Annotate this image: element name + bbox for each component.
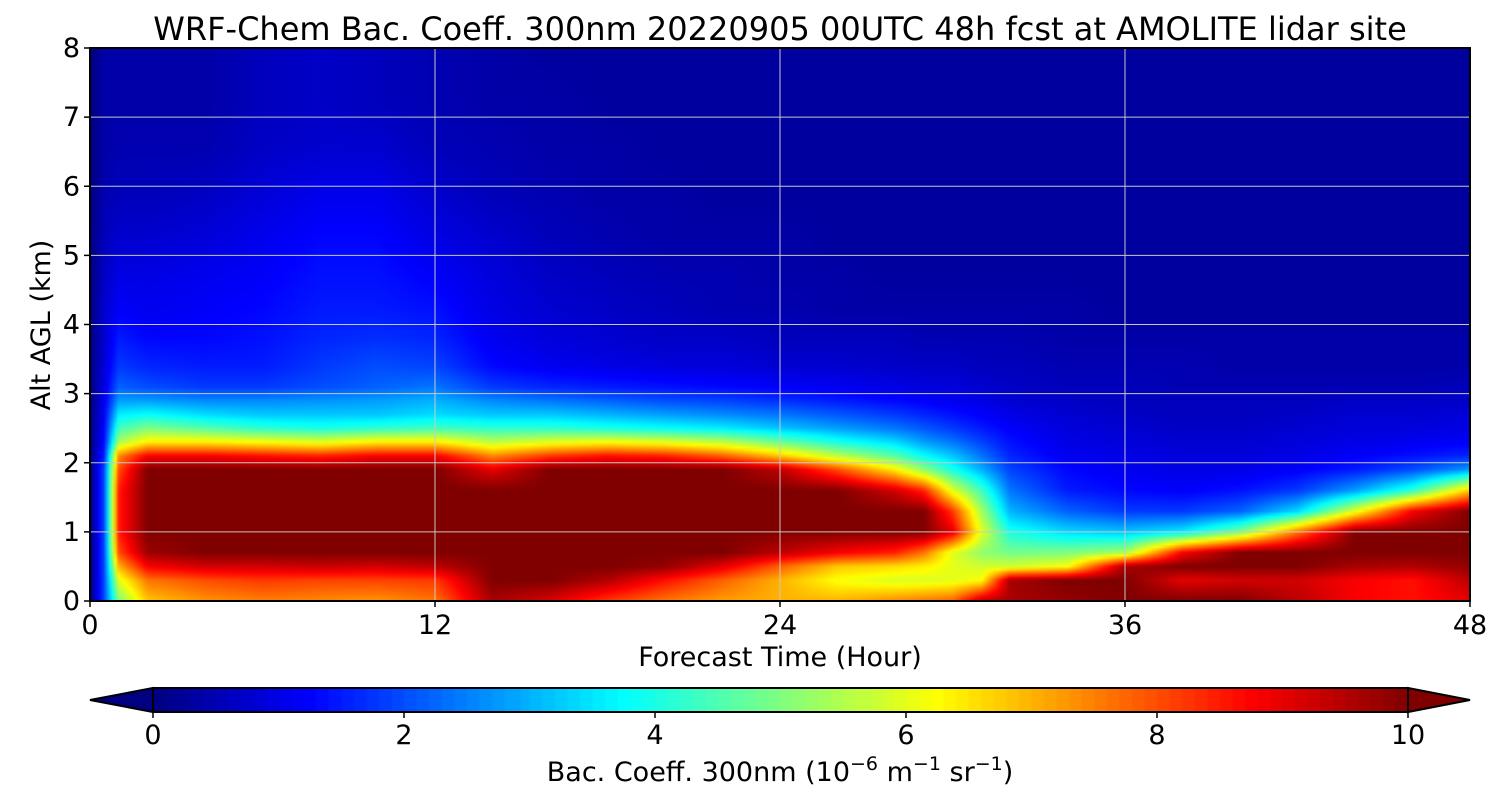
colorbar-units-exp3: −1 xyxy=(975,753,1003,775)
y-tick-label: 8 xyxy=(63,33,80,64)
colorbar-gradient xyxy=(153,688,1408,712)
colorbar: 0 2 4 6 8 10 Bac. Coeff. 300nm (10−6 m−1 sr−1… xyxy=(89,686,1471,788)
heatmap-area xyxy=(89,47,1471,602)
x-tick-label: 24 xyxy=(763,610,797,641)
colorbar-label-text: Bac. Coeff. 300nm xyxy=(547,757,797,788)
colorbar-tick-label: 4 xyxy=(646,720,663,751)
colorbar-units-mid: m xyxy=(878,757,913,788)
y-tick-label: 1 xyxy=(63,517,80,548)
colorbar-tick-label: 6 xyxy=(897,720,914,751)
y-tick-label: 2 xyxy=(63,448,80,479)
colorbar-label: Bac. Coeff. 300nm (10−6 m−1 sr−1) xyxy=(547,753,1014,788)
colorbar-units-mid2: sr xyxy=(941,757,976,788)
chart-title: WRF-Chem Bac. Coeff. 300nm 20220905 00UT… xyxy=(153,10,1407,48)
x-tick-label: 48 xyxy=(1453,610,1487,641)
colorbar-units-open xyxy=(797,757,806,788)
y-axis-ticks: 0 1 2 3 4 5 6 7 8 xyxy=(63,33,90,617)
y-axis-label: Alt AGL (km) xyxy=(26,240,57,411)
grid-lines xyxy=(90,48,1470,601)
x-axis-label: Forecast Time (Hour) xyxy=(638,642,922,673)
y-tick-label: 6 xyxy=(63,171,80,202)
colorbar-tick-label: 8 xyxy=(1148,720,1165,751)
colorbar-units-exp1: −6 xyxy=(850,753,878,775)
colorbar-extend-max xyxy=(1407,686,1471,714)
x-tick-label: 12 xyxy=(418,610,452,641)
colorbar-units-end: ) xyxy=(1003,757,1014,788)
y-tick-label: 0 xyxy=(63,586,80,617)
x-tick-label: 0 xyxy=(81,610,98,641)
colorbar-tick-label: 10 xyxy=(1391,720,1425,751)
colorbar-units-exp2: −1 xyxy=(913,753,941,775)
x-axis-ticks: 0 12 24 36 48 xyxy=(81,601,1487,641)
colorbar-units-base: (10 xyxy=(805,757,850,788)
colorbar-tick-label: 2 xyxy=(395,720,412,751)
colorbar-ticks: 0 2 4 6 8 10 xyxy=(144,712,1425,751)
colorbar-frame xyxy=(152,687,1409,713)
y-tick-label: 7 xyxy=(63,102,80,133)
x-tick-label: 36 xyxy=(1108,610,1142,641)
colorbar-extend-min xyxy=(89,686,154,714)
y-tick-label: 3 xyxy=(63,379,80,410)
y-tick-label: 5 xyxy=(63,240,80,271)
colorbar-tick-label: 0 xyxy=(144,720,161,751)
y-tick-label: 4 xyxy=(63,310,80,341)
